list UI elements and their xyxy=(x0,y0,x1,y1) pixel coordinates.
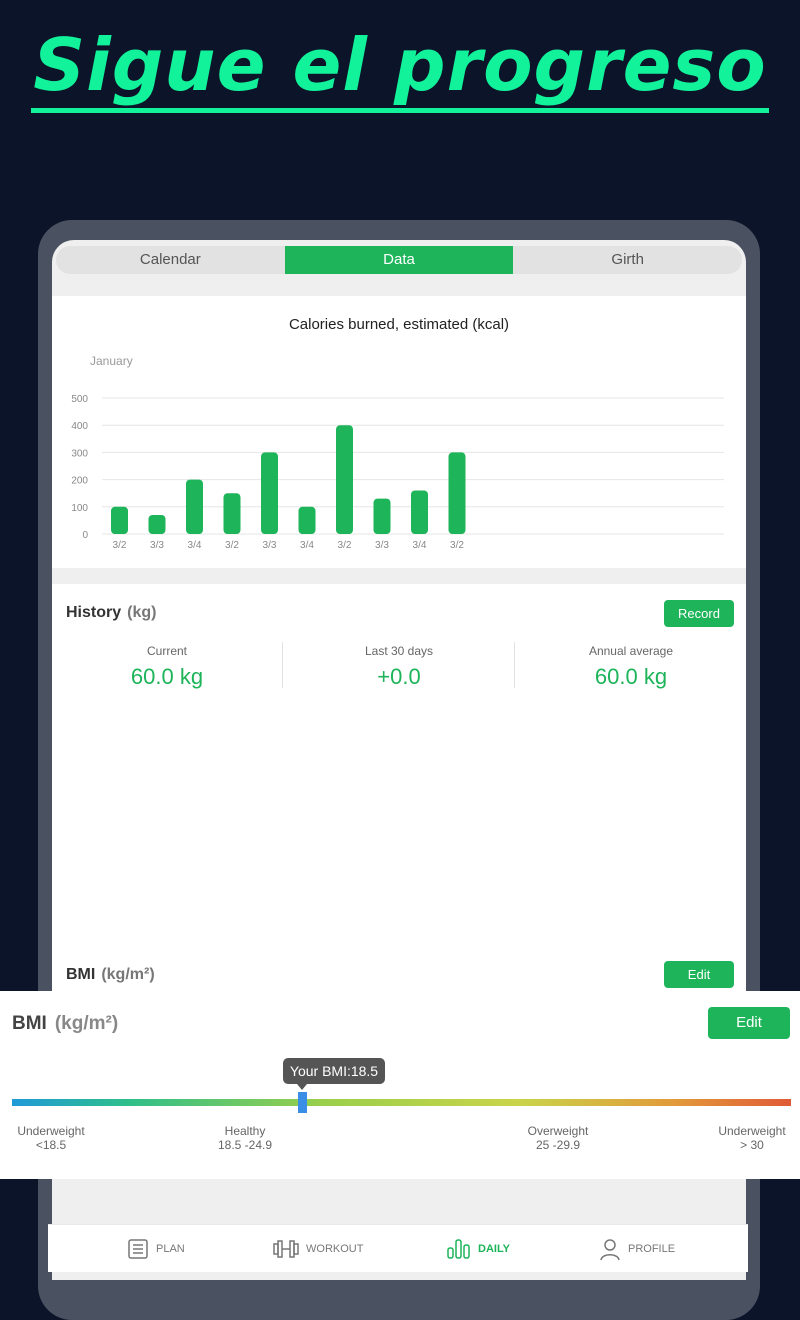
nav-profile-label: PROFILE xyxy=(628,1242,676,1255)
calorie-bar xyxy=(261,452,278,534)
calorie-bar xyxy=(373,498,391,534)
bmi-card-title: BMI (kg/m²) xyxy=(66,966,155,983)
category-range: <18.5 xyxy=(35,1138,67,1152)
calorie-bar xyxy=(298,506,316,534)
nav-workout-label: WORKOUT xyxy=(306,1242,364,1255)
x-tick-label: 3/2 xyxy=(225,540,239,551)
y-tick-label: 300 xyxy=(71,448,88,459)
calorie-bar xyxy=(111,506,128,534)
bmi-category-healthy: Healthy 18.5 -24.9 xyxy=(208,1124,282,1152)
tab-data[interactable]: Data xyxy=(284,246,514,274)
y-tick-label: 0 xyxy=(82,530,88,541)
weight-line-chart: 135910515119724304/0806/0807/1109/1212/1… xyxy=(52,584,746,946)
y-tick-label: 100 xyxy=(71,503,88,514)
x-tick-label: 3/4 xyxy=(188,540,202,551)
nav-plan-label: PLAN xyxy=(156,1242,185,1255)
nav-daily-label: DAILY xyxy=(478,1242,510,1255)
calorie-bar xyxy=(448,452,466,534)
month-label: January xyxy=(90,354,133,368)
bmi-edit-button-small[interactable]: Edit xyxy=(664,961,734,988)
stat-last-30-days: Last 30 days +0.0 xyxy=(284,644,514,690)
stat-current: Current 60.0 kg xyxy=(52,644,282,690)
stat-annual-label: Annual average xyxy=(588,644,674,658)
tab-calendar[interactable]: Calendar xyxy=(139,251,201,268)
calorie-bar xyxy=(336,425,353,534)
category-range: 25 -29.9 xyxy=(535,1138,581,1152)
bar-chart-icon xyxy=(447,1238,470,1259)
stat-annual-value: 60.0 kg xyxy=(594,664,668,689)
calorie-bar xyxy=(186,479,203,534)
x-tick-label: 3/2 xyxy=(450,540,464,551)
calorie-bar xyxy=(223,493,241,534)
stat-divider xyxy=(514,642,515,688)
history-card: History (kg) Record Current 60.0 kg Last … xyxy=(52,584,746,946)
bubble-pointer xyxy=(297,1084,307,1090)
x-tick-label: 3/3 xyxy=(375,540,389,551)
x-tick-label: 3/4 xyxy=(413,540,427,551)
category-name: Overweight xyxy=(527,1124,589,1138)
calorie-bar xyxy=(148,514,166,534)
stat-annual-average: Annual average 60.0 kg xyxy=(516,644,746,690)
tab-girth[interactable]: Girth xyxy=(611,251,644,268)
category-range: > 30 xyxy=(740,1138,764,1152)
dumbbell-icon xyxy=(273,1239,299,1258)
category-range: 18.5 -24.9 xyxy=(217,1138,273,1152)
x-tick-label: 3/3 xyxy=(263,540,277,551)
category-name: Underweight xyxy=(718,1124,786,1138)
bmi-marker[interactable] xyxy=(298,1092,307,1113)
stat-current-label: Current xyxy=(146,644,187,658)
bmi-edit-button[interactable]: Edit xyxy=(708,1007,790,1039)
person-icon xyxy=(600,1238,620,1260)
bmi-zoom-panel: BMI (kg/m²) Edit Your BMI:18.5 Underweigh… xyxy=(0,991,800,1179)
bottom-nav: PLAN WORKOUT DAILY PROFILE xyxy=(48,1224,748,1272)
plan-list-icon xyxy=(128,1238,148,1259)
calorie-bar xyxy=(411,490,428,534)
app-screen: Calendar Data Girth Calories burned, est… xyxy=(52,240,746,1280)
y-tick-label: 500 xyxy=(71,394,88,405)
bmi-category-underweight: Underweight <18.5 xyxy=(14,1124,88,1152)
y-tick-label: 200 xyxy=(71,476,88,487)
stat-last-30-value: +0.0 xyxy=(377,664,421,689)
x-tick-label: 3/3 xyxy=(150,540,164,551)
calories-card: Calories burned, estimated (kcal) Januar… xyxy=(52,296,746,568)
nav-workout[interactable]: WORKOUT xyxy=(272,1225,363,1272)
stat-current-value: 60.0 kg xyxy=(130,664,204,689)
x-tick-label: 3/2 xyxy=(338,540,352,551)
stat-last-30-label: Last 30 days xyxy=(364,644,434,658)
record-button[interactable]: Record xyxy=(664,600,734,627)
bmi-category-overweight: Overweight 25 -29.9 xyxy=(520,1124,596,1152)
calories-bar-chart: 0 100 200 300 400 500 3/2 3/3 3/4 3/2 3/3 3/4 3/2 3/3… xyxy=(71,394,724,551)
x-tick-label: 3/4 xyxy=(300,540,314,551)
nav-daily[interactable]: DAILY xyxy=(446,1225,510,1272)
bmi-scale-bar xyxy=(12,1099,791,1106)
calories-chart-title: Calories burned, estimated (kcal) xyxy=(288,316,510,333)
category-name: Healthy xyxy=(224,1124,266,1138)
x-tick-label: 3/2 xyxy=(113,540,127,551)
bmi-category-obese: Underweight > 30 xyxy=(712,1124,792,1152)
category-name: Underweight xyxy=(17,1124,85,1138)
stat-divider xyxy=(282,642,283,688)
nav-plan[interactable]: PLAN xyxy=(126,1225,185,1272)
headline: Sigue el progreso xyxy=(0,22,800,113)
bmi-value-bubble: Your BMI:18.5 xyxy=(283,1058,385,1084)
nav-profile[interactable]: PROFILE xyxy=(598,1225,675,1272)
bmi-panel-title: BMI (kg/m²) xyxy=(12,1013,119,1034)
history-title: History (kg) xyxy=(66,604,157,621)
y-tick-label: 400 xyxy=(71,421,88,432)
segmented-control: Calendar Data Girth xyxy=(56,246,742,274)
